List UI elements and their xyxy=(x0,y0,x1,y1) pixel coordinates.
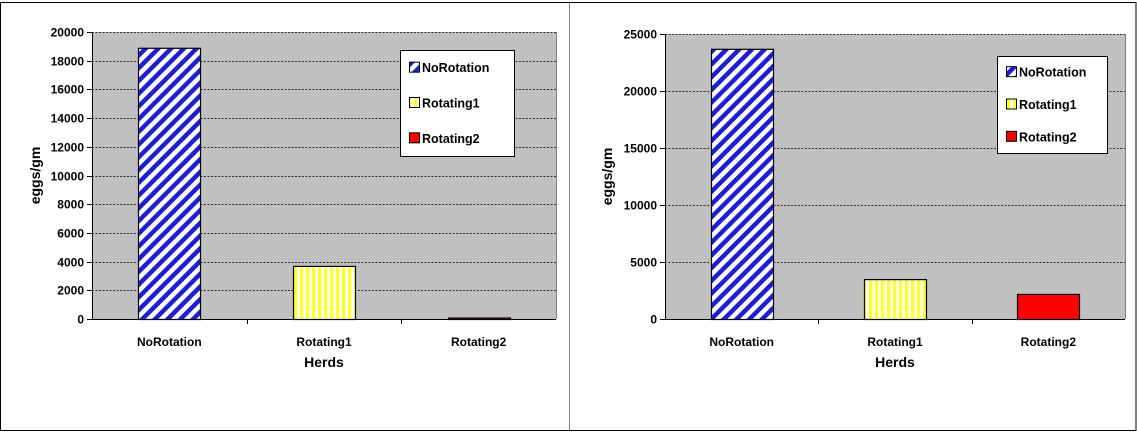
y-tick-label: 5000 xyxy=(630,256,657,270)
legend-swatch-rotating2 xyxy=(409,132,420,144)
y-tick-label: 12000 xyxy=(51,141,85,155)
y-axis-title: eggs/gm xyxy=(27,147,43,205)
bar-rotating2 xyxy=(1016,293,1081,321)
y-tick-label: 4000 xyxy=(57,256,84,270)
legend-label: Rotating2 xyxy=(422,132,480,146)
bar-rotating1 xyxy=(292,265,357,321)
legend-label: NoRotation xyxy=(1019,66,1086,80)
bar-norotation xyxy=(710,48,775,321)
y-tick-label: 15000 xyxy=(624,142,658,156)
x-tick-label: NoRotation xyxy=(709,335,774,349)
x-tick-label: NoRotation xyxy=(137,335,202,349)
bar-rotating1 xyxy=(863,279,928,321)
x-axis-title: Herds xyxy=(304,354,344,370)
legend-label: Rotating1 xyxy=(1019,98,1077,112)
legend-swatch-norotation xyxy=(1006,66,1017,78)
y-tick-label: 25000 xyxy=(624,28,658,42)
x-tick-label: Rotating2 xyxy=(451,335,507,349)
legend-swatch-norotation xyxy=(409,61,420,73)
y-tick-label: 2000 xyxy=(57,284,84,298)
y-tick-label: 10000 xyxy=(51,170,85,184)
legend-swatch-rotating1 xyxy=(1006,98,1017,110)
y-tick-label: 10000 xyxy=(624,199,658,213)
bar-rotating2 xyxy=(447,317,512,321)
y-tick-label: 16000 xyxy=(51,83,85,97)
legend-swatch-rotating1 xyxy=(409,97,420,108)
chart-right: 0 5000 10000 15000 20000 25000 NoRotation Rotat… xyxy=(568,0,1137,431)
legend-label: Rotating1 xyxy=(422,97,480,111)
y-tick-label: 8000 xyxy=(57,198,84,212)
x-tick-label: Rotating1 xyxy=(867,335,923,349)
y-axis-title: eggs/gm xyxy=(599,148,615,206)
legend-label: NoRotation xyxy=(422,61,489,75)
bar-norotation xyxy=(137,47,202,321)
chart-left: 0 2000 4000 6000 8000 10000 12000 14000 16000 180… xyxy=(0,0,570,431)
y-tick-label: 20000 xyxy=(624,85,658,99)
x-tick-label: Rotating1 xyxy=(296,335,352,349)
y-tick-label: 20000 xyxy=(51,26,85,40)
y-tick-label: 0 xyxy=(650,313,657,327)
y-tick-label: 6000 xyxy=(57,227,84,241)
x-tick-label: Rotating2 xyxy=(1021,335,1077,349)
y-tick-label: 18000 xyxy=(51,55,85,69)
chart-right-svg: 0 5000 10000 15000 20000 25000 NoRotation Rotat… xyxy=(568,2,1137,431)
chart-left-svg: 0 2000 4000 6000 8000 10000 12000 14000 16000 180… xyxy=(0,2,570,431)
x-axis-title: Herds xyxy=(875,354,915,370)
legend-label: Rotating2 xyxy=(1019,130,1077,144)
y-tick-label: 0 xyxy=(77,313,84,327)
y-tick-label: 14000 xyxy=(51,112,85,126)
legend-swatch-rotating2 xyxy=(1006,130,1017,142)
